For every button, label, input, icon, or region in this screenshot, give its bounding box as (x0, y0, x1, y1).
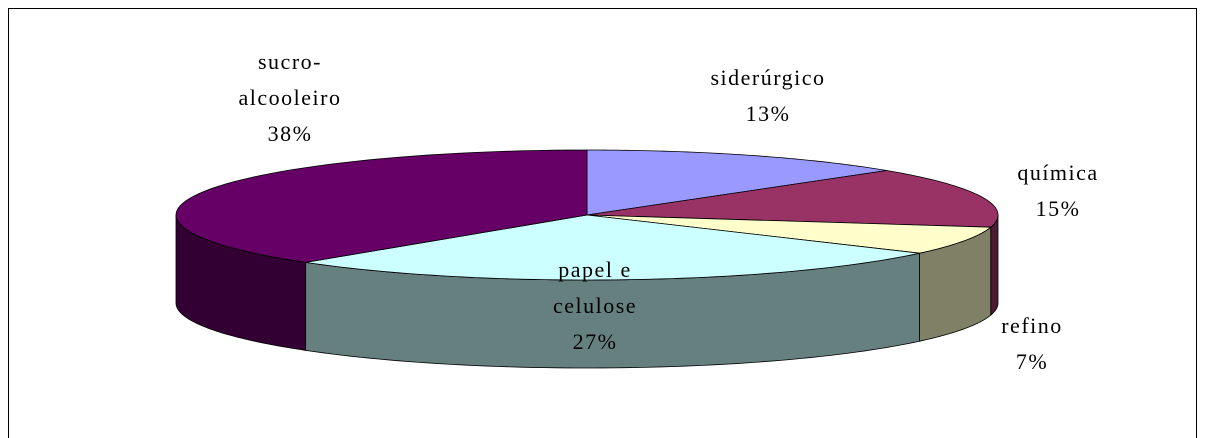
value-label: 27% (572, 329, 618, 354)
slice-side (990, 214, 999, 317)
data-label: papel e celulose 27% (535, 252, 655, 360)
data-label: sucro-alcooleiro 38% (235, 44, 345, 152)
chart-frame (8, 8, 1197, 438)
category-label: química (1017, 160, 1099, 185)
data-label: química 15% (978, 155, 1138, 227)
category-label: siderúrgico (710, 65, 826, 90)
slice (586, 170, 999, 228)
data-label: siderúrgico 13% (658, 60, 878, 132)
value-label: 15% (1035, 196, 1081, 221)
value-label: 7% (1015, 349, 1049, 374)
data-label: refino 7% (967, 308, 1097, 380)
value-label: 38% (267, 121, 313, 146)
slice (586, 149, 887, 216)
slice (305, 214, 920, 281)
slice (175, 149, 588, 263)
category-label: sucro-alcooleiro (238, 49, 342, 110)
category-label: papel e celulose (552, 257, 638, 318)
slice (586, 214, 992, 254)
category-label: refino (1001, 313, 1063, 338)
value-label: 13% (745, 101, 791, 126)
